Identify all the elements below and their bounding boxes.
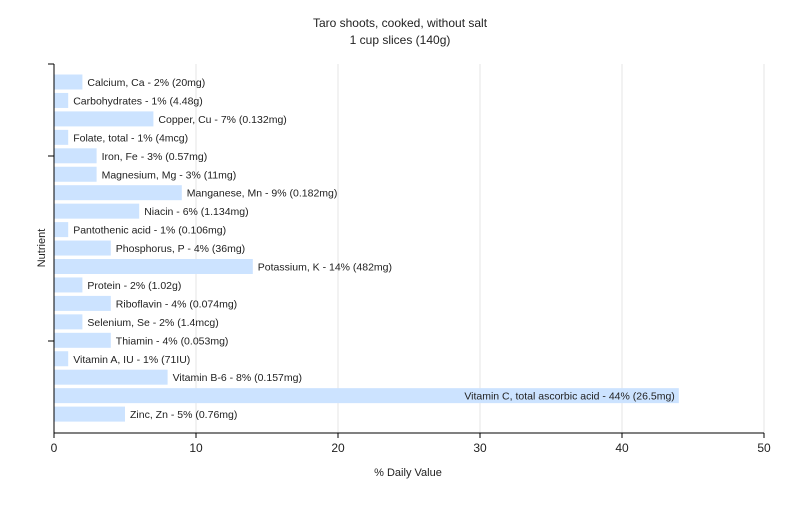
bar [54, 388, 679, 404]
bar-label: Potassium, K - 14% (482mg) [258, 262, 392, 274]
bar [54, 148, 97, 164]
bar-label: Iron, Fe - 3% (0.57mg) [102, 151, 208, 163]
bar [54, 185, 182, 201]
bar [54, 351, 69, 367]
bar [54, 259, 253, 274]
axes [48, 63, 765, 438]
bar [54, 166, 97, 182]
bar-label: Niacin - 6% (1.134mg) [144, 206, 248, 218]
bar-label: Selenium, Se - 2% (1.4mcg) [87, 317, 218, 329]
bar [54, 369, 168, 385]
bar-label: Vitamin B-6 - 8% (0.157mg) [173, 372, 302, 384]
bar-label: Carbohydrates - 1% (4.48g) [73, 95, 203, 107]
bar [54, 92, 69, 108]
chart-title: Taro shoots, cooked, without salt [313, 16, 488, 30]
x-tick-label: 0 [51, 441, 58, 455]
chart-subtitle: 1 cup slices (140g) [350, 33, 451, 47]
bar [54, 295, 111, 311]
bar-label: Calcium, Ca - 2% (20mg) [87, 77, 205, 89]
bar [54, 203, 140, 219]
bar-label: Protein - 2% (1.02g) [87, 280, 181, 292]
bar-label: Vitamin A, IU - 1% (71IU) [73, 354, 190, 366]
bars: Calcium, Ca - 2% (20mg) Carbohydrates - 1… [54, 74, 679, 422]
bar [54, 406, 125, 422]
bar-label: Thiamin - 4% (0.053mg) [116, 335, 229, 347]
bar [54, 277, 83, 293]
bar-label: Manganese, Mn - 9% (0.182mg) [187, 188, 338, 200]
x-tick-label: 10 [189, 441, 203, 455]
bar-label: Folate, total - 1% (4mcg) [73, 132, 188, 144]
bar [54, 222, 69, 238]
bar [54, 74, 83, 90]
x-tick-label: 40 [615, 441, 629, 455]
bar-label: Riboflavin - 4% (0.074mg) [116, 298, 237, 310]
x-axis-label: % Daily Value [374, 467, 442, 479]
bar-label: Phosphorus, P - 4% (36mg) [116, 243, 245, 255]
bar-label: Zinc, Zn - 5% (0.76mg) [130, 409, 237, 421]
x-tick-label: 30 [473, 441, 487, 455]
y-axis-label: Nutrient [36, 229, 48, 268]
bar-label: Magnesium, Mg - 3% (11mg) [102, 169, 237, 181]
x-tick-label: 20 [331, 441, 345, 455]
bar [54, 240, 111, 256]
x-tick-labels: 0 10 20 30 40 50 [51, 441, 771, 455]
x-tick-label: 50 [757, 441, 771, 455]
bar [54, 129, 69, 145]
grid-lines [195, 64, 765, 433]
bar-label: Vitamin C, total ascorbic acid - 44% (26… [464, 391, 674, 403]
bar [54, 332, 111, 348]
bar [54, 314, 83, 330]
bar [54, 111, 154, 127]
bar-label: Copper, Cu - 7% (0.132mg) [158, 114, 286, 126]
bar-label: Pantothenic acid - 1% (0.106mg) [73, 225, 226, 237]
